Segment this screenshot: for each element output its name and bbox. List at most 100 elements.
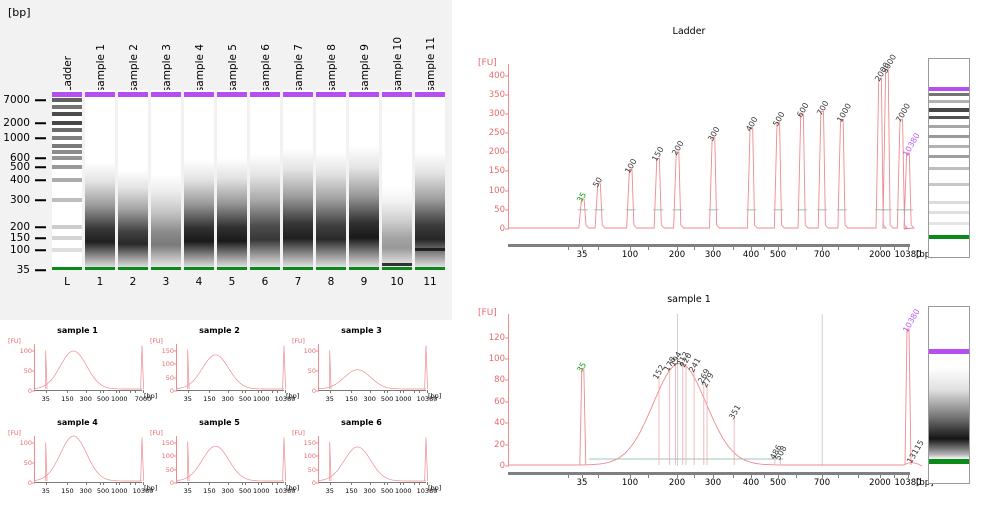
mini-x-tickmark-4-35 [45,482,47,485]
mini-x-minortick-2-1 [258,390,259,393]
gel-upper-marker-11 [415,92,445,97]
gel-lane-5[interactable] [217,90,247,270]
mini-fu-label-3: [FU] [292,337,305,345]
gel-lane-3[interactable] [151,90,181,270]
gel-smear-4 [184,160,214,270]
gel-lane-9[interactable] [349,90,379,270]
mini-x-tick-3-10380: 10380 [416,395,438,403]
gel-axis-tick-35: 35 [16,264,30,276]
ladder-x-tick-300: 300 [704,250,722,260]
mini-x-tickmark-6-1000 [403,482,405,485]
mini-x-tickmark-6-500 [387,482,389,485]
gel-band-ladder-7000 [52,98,82,102]
gel-lane-footer-7: 7 [294,276,302,288]
mini-chart-title-2: sample 2 [199,326,240,335]
gel-lane-header-4: sample 4 [194,43,206,92]
mini-trace-3 [318,345,428,390]
mini-y-tick-5-150: 150 [161,439,174,448]
ladder-y-tick-50: 50 [494,204,505,215]
gel-lower-marker-11 [415,267,445,270]
gel-lower-marker-6 [250,267,280,270]
gel-smear-3 [151,174,181,270]
mini-y-tickmark-2-150 [174,350,177,352]
ladder-y-tickmark-250 [505,132,509,134]
mini-y-tick-1-0: 0 [27,387,32,395]
mini-x-minortick-3-2 [414,390,416,393]
gel-axis-dash-500 [35,166,46,168]
sample1-gel-strip[interactable] [928,306,970,484]
mini-x-tickmark-3-1000 [403,390,405,393]
ladder-x-tickmark-100 [630,246,631,250]
ladder-y-tickmark-50 [505,209,509,211]
gel-lane-strip-container [52,90,448,270]
gel-band-ladder-3000 [52,112,82,116]
gel-axis-dash-35 [35,269,46,271]
mini-bp-unit-2: [bp] [286,392,300,400]
gel-lane-header-7: sample 7 [293,43,305,92]
mini-x-minortick-2-3 [277,390,279,393]
mini-chart-1: sample 1 [FU] 0 50 100 35 150 300 500 1000 7000 [bp… [6,326,157,414]
mini-x-tick-1-500: 500 [96,395,110,403]
sample1-x-minortick-1 [598,474,599,478]
mini-x-minortick-4-3 [135,482,137,485]
ladder-y-tick-150: 150 [488,166,505,177]
sample1-y-tickmark-100 [505,358,509,360]
gel-lane-6[interactable] [250,90,280,270]
ladder-y-tick-400: 400 [488,70,505,81]
sample1-y-tick-60: 60 [494,396,505,407]
mini-x-tickmark-4-10380 [143,482,144,485]
gel-lower-marker-0 [52,267,82,270]
mini-trace-2 [176,345,286,390]
ladder-x-tickmark-500 [778,246,779,250]
gel-lane-11[interactable] [415,90,445,270]
mini-x-tick-3-500: 500 [380,395,394,403]
mini-x-tickmark-2-500 [245,390,247,393]
gel-lane-header-3: sample 3 [161,43,173,92]
mini-x-minortick-5-0 [241,482,243,485]
gel-lower-marker-2 [118,267,148,270]
gel-lane-1[interactable] [85,90,115,270]
gel-lane-4[interactable] [184,90,214,270]
mini-x-minortick-5-3 [277,482,279,485]
gel-axis-dash-2000 [35,122,46,124]
gel-lane-10[interactable] [382,90,412,270]
ladder-y-tickmark-350 [505,94,509,96]
gel-lane-0[interactable] [52,90,82,270]
mini-x-tick-4-35: 35 [41,487,50,495]
mini-chart-5: sample 5 [FU] 0 50 100 150 35 150 300 500 1000 1038… [148,418,299,506]
sample1-y-tick-120: 120 [488,332,505,343]
mini-x-tickmark-5-300 [227,482,229,485]
gel-upper-marker-5 [217,92,247,97]
gel-axis-dash-400 [35,179,46,181]
mini-x-tickmark-2-1000 [261,390,263,393]
mini-x-tickmark-3-500 [387,390,389,393]
gel-lane-8[interactable] [316,90,346,270]
mini-x-minortick-2-2 [272,390,274,393]
mini-x-tick-2-300: 300 [221,395,234,403]
gel-lane-7[interactable] [283,90,313,270]
sample1-x-tick-35: 35 [576,478,588,488]
mini-y-tickmark-4-100 [32,442,35,444]
ladder-electropherogram-panel: Ladder [FU] 0 50 100 150 200 250 300 350 400 [bp… [474,18,981,286]
mini-x-tick-3-1000: 1000 [394,395,412,403]
ladder-strip-band-8 [929,155,969,158]
mini-y-tickmark-5-100 [174,455,177,457]
gel-lane-2[interactable] [118,90,148,270]
gel-lane-header-1: sample 1 [95,43,107,92]
ladder-gel-strip[interactable] [928,58,970,258]
gel-lane-header-9: sample 9 [359,43,371,92]
mini-y-tick-2-0: 0 [169,387,174,395]
gel-band-ladder-500 [52,165,82,169]
gel-band-ladder-800 [52,144,82,148]
sample1-x-tickmark-100 [630,474,631,478]
gel-axis-dash-200 [35,226,46,228]
gel-lower-marker-10 [382,267,412,270]
mini-y-tick-3-50: 50 [307,367,316,376]
gel-axis-dash-300 [35,199,46,201]
mini-x-minortick-5-2 [272,482,274,485]
gel-upper-marker-6 [250,92,280,97]
sample1-plot-area: 0 20 40 60 80 100 120 [489,314,923,471]
mini-y-tick-3-0: 0 [311,387,316,395]
mini-x-minortick-2-0 [241,390,243,393]
mini-y-tickmark-3-50 [316,370,319,372]
